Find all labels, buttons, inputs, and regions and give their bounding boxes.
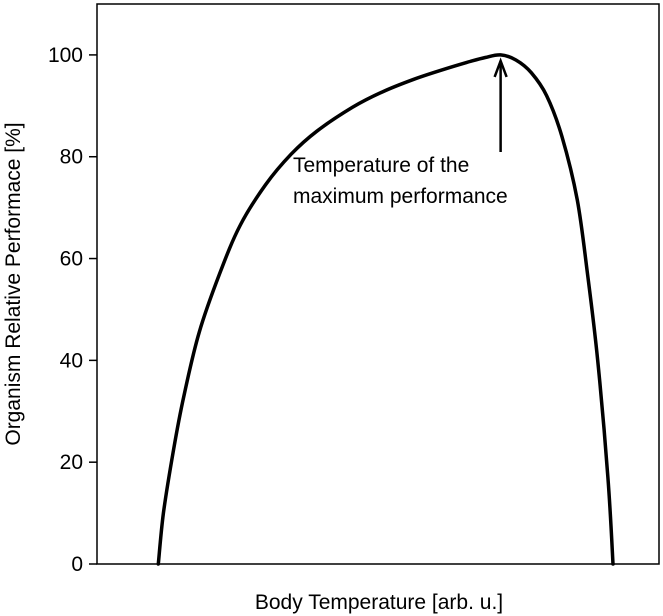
annotation-layer: Temperature of the maximum performance xyxy=(293,57,508,208)
annotation-arrow-head xyxy=(493,57,508,78)
plot-border xyxy=(96,3,660,565)
y-axis-title: Organism Relative Performace [%] xyxy=(2,122,25,445)
y-axis-ticks: 0 20 40 60 80 100 xyxy=(48,44,97,576)
annotation-text-line2: maximum performance xyxy=(293,185,508,208)
annotation-text-line1: Temperature of the xyxy=(293,154,469,177)
y-tick-label: 40 xyxy=(60,349,83,372)
y-tick-label: 0 xyxy=(71,553,83,576)
y-tick-label: 80 xyxy=(60,146,83,169)
plot-frame xyxy=(96,3,660,565)
x-axis-title: Body Temperature [arb. u.] xyxy=(255,591,503,614)
y-tick-label: 20 xyxy=(60,451,83,474)
performance-curve-line xyxy=(156,53,615,566)
y-tick-label: 100 xyxy=(48,44,83,67)
series-layer xyxy=(156,53,615,566)
y-tick-label: 60 xyxy=(60,248,83,271)
